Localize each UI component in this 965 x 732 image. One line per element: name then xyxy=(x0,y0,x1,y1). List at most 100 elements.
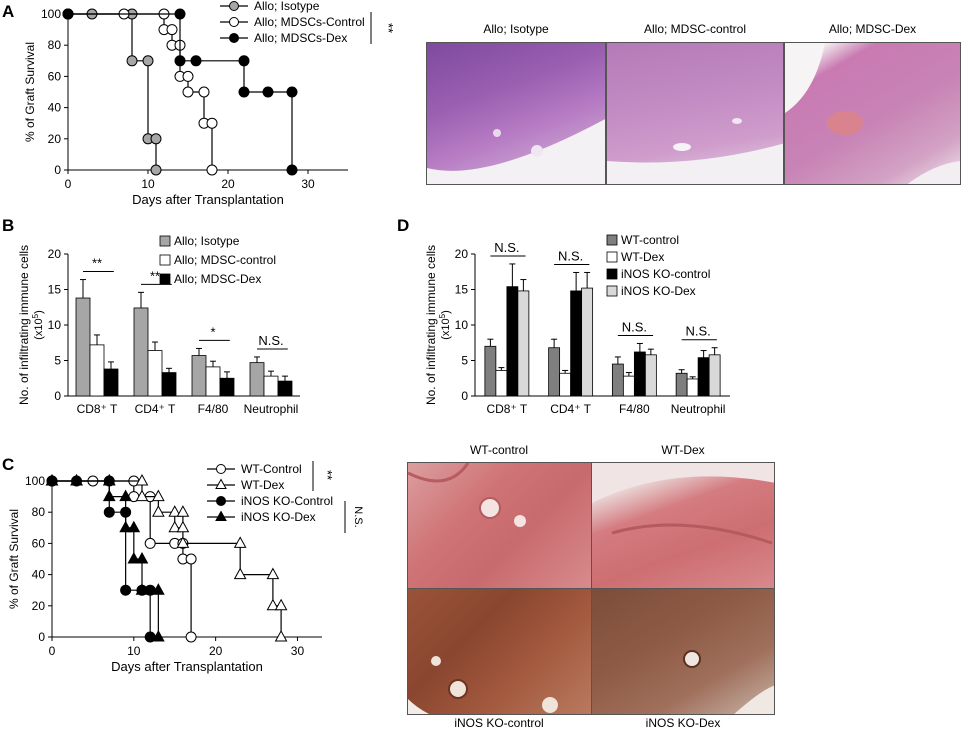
histology-image-mdsc-dex xyxy=(784,42,961,185)
histology-label-wt-dex: WT-Dex xyxy=(661,443,705,457)
data-point xyxy=(135,583,149,595)
histology-image-wt-dex xyxy=(591,462,775,589)
y-tick-label: 0 xyxy=(38,630,45,644)
data-point xyxy=(274,629,288,642)
data-point xyxy=(174,55,186,67)
legend-swatch xyxy=(606,268,618,280)
survival-line xyxy=(52,480,192,637)
chart-b-infiltrating-cells: 0 5 10 15 20 No. of infiltrating immune cells… xyxy=(17,234,300,416)
data-point xyxy=(152,583,165,595)
bar xyxy=(559,372,572,397)
y-tick-label: 10 xyxy=(48,318,62,332)
category-label: CD4⁺ T xyxy=(550,402,591,416)
y-tick-label: 100 xyxy=(41,7,61,21)
y-tick-label: 100 xyxy=(25,474,45,488)
category-label: Neutrophil xyxy=(671,402,726,416)
data-point xyxy=(233,567,247,580)
y-tick-label: 20 xyxy=(32,599,46,613)
legend-swatch xyxy=(606,234,618,246)
category-label: CD8⁺ T xyxy=(77,402,118,416)
y-tick-label: 20 xyxy=(48,247,62,261)
legend-label: WT-Control xyxy=(241,462,302,476)
data-point xyxy=(274,598,288,611)
data-point xyxy=(176,505,190,517)
legend-label: WT-Dex xyxy=(241,478,284,492)
data-point xyxy=(102,473,116,486)
data-point xyxy=(229,17,239,27)
legend-label: Allo; MDSCs-Control xyxy=(254,15,365,29)
data-point xyxy=(185,553,197,565)
data-point xyxy=(152,489,165,502)
legend-label: iNOS KO-Dex xyxy=(241,510,316,524)
significance-label: ** xyxy=(381,23,396,33)
data-point xyxy=(198,86,210,98)
bar xyxy=(517,290,530,397)
legend-label: Allo; Isotype xyxy=(174,234,240,248)
data-point xyxy=(233,536,247,548)
x-tick-label: 30 xyxy=(301,177,315,191)
bar xyxy=(495,370,508,397)
data-point xyxy=(150,164,162,176)
histology-label-inos-ko-control: iNOS KO-control xyxy=(454,716,544,730)
data-point xyxy=(102,489,116,502)
data-point xyxy=(206,117,218,129)
bar xyxy=(75,297,91,397)
legend-label: iNOS KO-Dex xyxy=(621,284,696,298)
category-label: CD4⁺ T xyxy=(135,402,176,416)
data-point xyxy=(262,86,274,98)
y-tick-label: 40 xyxy=(48,101,62,115)
data-point xyxy=(168,520,182,533)
data-point xyxy=(127,551,141,564)
legend-swatch xyxy=(159,235,171,247)
legend-label: Allo; Isotype xyxy=(254,0,320,13)
data-point xyxy=(266,598,280,611)
data-point xyxy=(45,473,59,486)
bar xyxy=(161,372,177,397)
data-point xyxy=(120,584,132,596)
bar xyxy=(708,354,721,397)
bar xyxy=(484,345,497,397)
data-point xyxy=(144,537,156,549)
chart-a-survival: 0 20 40 60 80 100 0 10 20 30 Days after Transplant… xyxy=(23,0,396,207)
bar xyxy=(622,375,635,397)
annotation-label: N.S. xyxy=(685,324,710,339)
annotation-label: N.S. xyxy=(258,333,283,348)
y-tick-label: 0 xyxy=(54,389,61,403)
y-tick-label: 5 xyxy=(54,354,61,368)
data-point xyxy=(119,520,132,533)
y-tick-label: 80 xyxy=(48,38,62,52)
y-axis-label: % of Graft Survival xyxy=(7,509,21,609)
data-point xyxy=(182,86,194,98)
legend-label: iNOS KO-control xyxy=(621,267,710,281)
y-tick-label: 40 xyxy=(32,568,46,582)
y-tick-label: 0 xyxy=(461,389,468,403)
bar xyxy=(548,347,561,397)
data-point xyxy=(103,506,115,518)
annotation-label: N.S. xyxy=(494,240,519,255)
legend-label: WT-Dex xyxy=(621,250,664,264)
annotation-label: ** xyxy=(150,268,160,283)
y-tick-label: 15 xyxy=(455,283,469,297)
legend-label: Allo; MDSCs-Dex xyxy=(254,31,347,45)
histology-image-mdsc-control xyxy=(606,42,784,185)
legend-label: Allo; MDSC-control xyxy=(174,253,276,267)
x-tick-label: 10 xyxy=(141,177,155,191)
data-point xyxy=(286,86,298,98)
bar xyxy=(147,350,163,397)
histology-image-inos-ko-dex xyxy=(591,588,775,715)
histology-label-inos-ko-dex: iNOS KO-Dex xyxy=(645,716,721,730)
category-label: CD8⁺ T xyxy=(486,402,527,416)
annotation-label: N.S. xyxy=(622,319,647,334)
data-point xyxy=(126,55,138,67)
x-tick-label: 0 xyxy=(49,644,56,658)
legend-swatch xyxy=(159,254,171,266)
data-point xyxy=(216,496,226,506)
y-tick-label: 10 xyxy=(455,318,469,332)
histology-bottom-grid: WT-control WT-Dex iNOS KO-control iNOS K… xyxy=(407,443,775,732)
y-tick-label: 60 xyxy=(48,69,62,83)
significance-label-1: ** xyxy=(320,470,335,480)
y-axis-label: No. of infiltrating immune cells xyxy=(17,245,31,405)
legend-swatch xyxy=(606,251,618,263)
data-point xyxy=(152,505,165,517)
legend-swatch xyxy=(606,285,618,297)
